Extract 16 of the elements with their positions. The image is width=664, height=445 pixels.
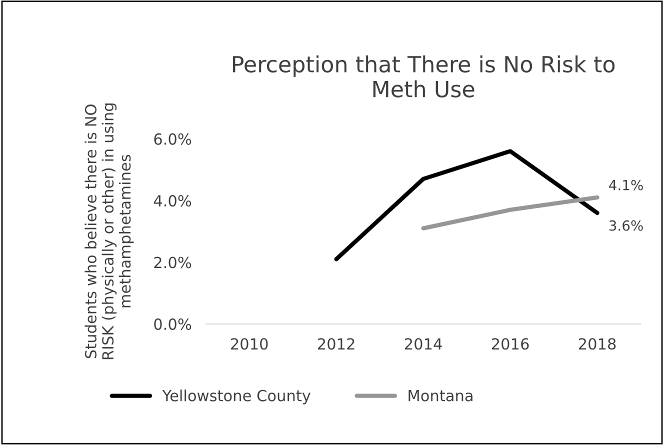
x-tick-label: 2016 bbox=[492, 338, 529, 350]
data-label: 4.1% bbox=[609, 180, 643, 190]
x-tick-label: 2010 bbox=[231, 338, 268, 350]
legend-label: Montana bbox=[408, 390, 472, 402]
y-tick-label: 2.0% bbox=[154, 256, 192, 268]
data-label: 3.6% bbox=[609, 220, 643, 231]
y-tick-label: 0.0% bbox=[154, 318, 192, 330]
y-tick-label: 4.0% bbox=[154, 195, 192, 207]
x-tick-label: 2014 bbox=[404, 338, 442, 350]
line-series bbox=[334, 149, 600, 262]
legend-label: Yellowstone County bbox=[162, 390, 310, 404]
x-tick-label: 2012 bbox=[318, 338, 354, 350]
chart-title: Perception that There is No Risk to Meth Use bbox=[233, 55, 615, 98]
x-tick-label: 2018 bbox=[578, 338, 616, 350]
y-axis-title: Students who believe there is NO RISK (physically or other) in using methamphetamines bbox=[84, 104, 134, 360]
y-tick-label: 6.0% bbox=[154, 133, 192, 145]
